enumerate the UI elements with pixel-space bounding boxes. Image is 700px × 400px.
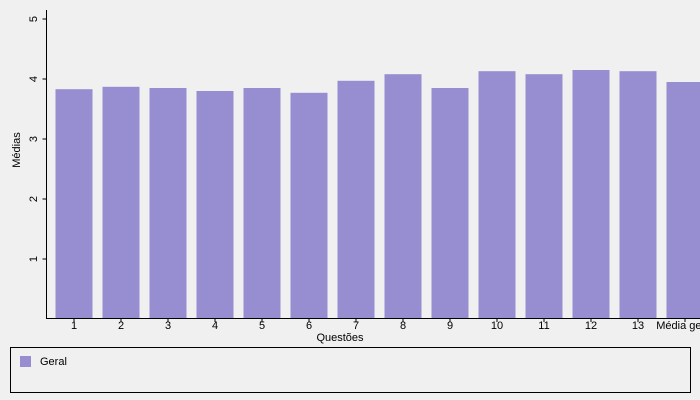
bar [572,70,610,319]
bar [525,74,563,319]
x-tick-label: 8 [400,320,406,332]
x-tick-label: 3 [165,320,171,332]
y-tick-label: 1 [28,256,40,262]
x-tick-label: 1 [71,320,77,332]
x-tick-label: 12 [585,320,597,332]
bar [478,71,516,319]
bar [55,89,93,319]
x-tick-label: Média geral [656,320,700,332]
legend-swatch [20,356,31,367]
bar [384,74,422,319]
bar [619,71,657,319]
y-tick-label: 2 [28,196,40,202]
x-tick-label: 9 [447,320,453,332]
x-tick-label: 4 [212,320,218,332]
bar [290,92,328,319]
x-axis-label: Questões [316,332,364,344]
x-tick-label: 6 [306,320,312,332]
legend-label: Geral [40,356,67,368]
x-tick-label: 13 [632,320,644,332]
bar [666,82,700,319]
x-tick-label: 5 [259,320,265,332]
bar [431,88,469,319]
x-tick-label: 7 [353,320,359,332]
bar [196,91,234,319]
y-tick-label: 4 [28,76,40,82]
legend-box [10,347,691,393]
bar [102,86,140,319]
x-tick-label: 2 [118,320,124,332]
bar [337,80,375,319]
y-tick-label: 5 [28,16,40,22]
x-tick-label: 11 [538,320,549,332]
bar [149,88,187,319]
y-axis-label: Médias [11,132,23,168]
bar [243,88,281,319]
y-tick-label: 3 [28,136,40,142]
x-tick-label: 10 [491,320,503,332]
